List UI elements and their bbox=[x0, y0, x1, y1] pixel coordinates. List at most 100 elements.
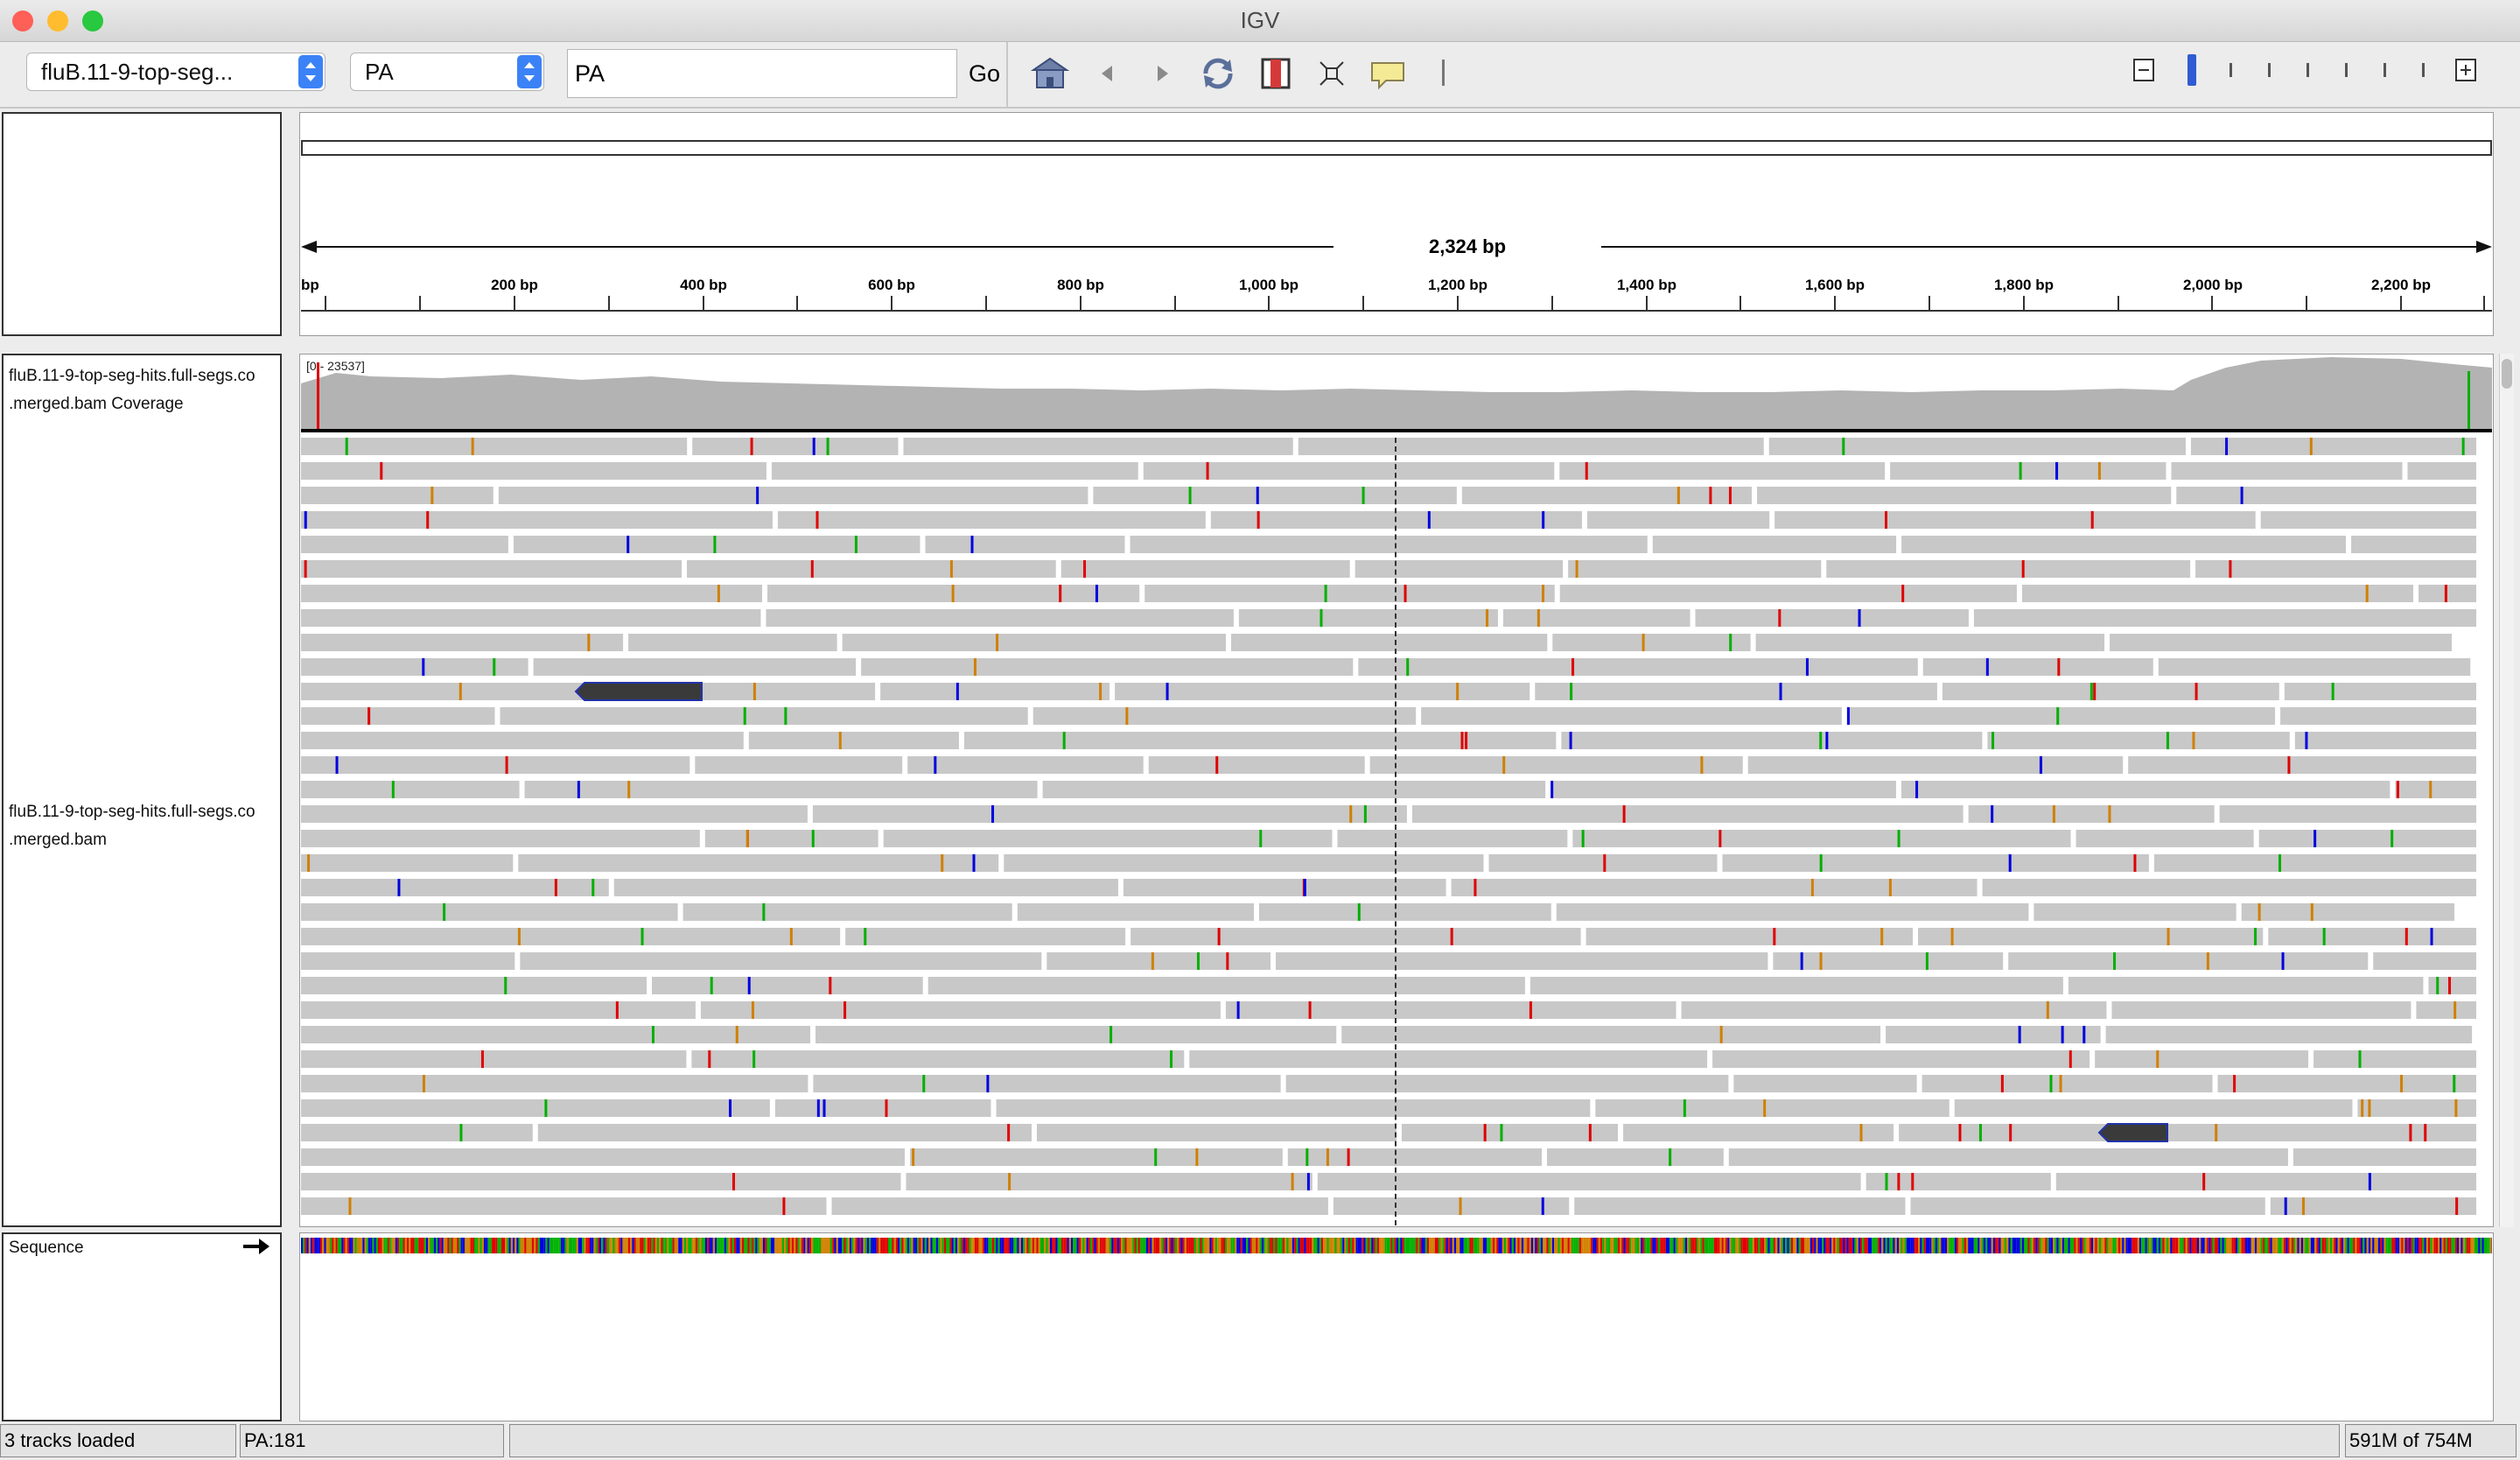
aligned-read[interactable] bbox=[1768, 438, 2186, 455]
aligned-read[interactable] bbox=[1502, 609, 1690, 627]
aligned-read[interactable] bbox=[1093, 487, 1457, 504]
aligned-read[interactable] bbox=[2105, 1026, 2473, 1043]
zoom-slider-thumb[interactable] bbox=[2188, 54, 2196, 86]
sequence-track-name[interactable]: Sequence bbox=[9, 1239, 84, 1257]
aligned-read[interactable] bbox=[1115, 683, 1530, 700]
aligned-read[interactable] bbox=[2280, 707, 2476, 725]
aligned-read[interactable] bbox=[907, 756, 1144, 774]
aligned-read[interactable] bbox=[1826, 560, 2191, 578]
aligned-read[interactable] bbox=[1451, 879, 1978, 896]
aligned-read[interactable] bbox=[2171, 462, 2403, 480]
aligned-read[interactable] bbox=[301, 903, 678, 921]
refresh-icon[interactable] bbox=[1197, 56, 1239, 91]
aligned-read[interactable] bbox=[1421, 707, 1842, 725]
aligned-read[interactable] bbox=[1461, 487, 1753, 504]
aligned-read[interactable] bbox=[301, 609, 761, 627]
forward-icon[interactable] bbox=[1150, 56, 1176, 91]
aligned-read[interactable] bbox=[1595, 1099, 1950, 1117]
aligned-read[interactable] bbox=[2021, 585, 2414, 602]
aligned-read[interactable] bbox=[1546, 1148, 1724, 1166]
aligned-read[interactable] bbox=[1757, 487, 2172, 504]
aligned-read[interactable] bbox=[1231, 634, 1548, 651]
aligned-read[interactable] bbox=[704, 830, 878, 847]
aligned-read[interactable] bbox=[777, 511, 1206, 529]
aligned-read[interactable] bbox=[842, 634, 1227, 651]
aligned-read[interactable] bbox=[301, 1050, 687, 1068]
zoom-tick[interactable] bbox=[2422, 63, 2425, 77]
aligned-read[interactable] bbox=[1535, 683, 1937, 700]
zoom-tick[interactable] bbox=[2306, 63, 2309, 77]
aligned-read[interactable] bbox=[1337, 830, 1568, 847]
aligned-read[interactable] bbox=[1900, 781, 2390, 798]
aligned-read[interactable] bbox=[1559, 585, 2017, 602]
selected-read[interactable] bbox=[2097, 1123, 2168, 1142]
aligned-read[interactable] bbox=[301, 1148, 905, 1166]
aligned-read[interactable] bbox=[1225, 1001, 1676, 1019]
aligned-read[interactable] bbox=[1287, 1148, 1542, 1166]
aligned-read[interactable] bbox=[1046, 952, 1270, 970]
aligned-read[interactable] bbox=[513, 536, 920, 553]
aligned-read[interactable] bbox=[1773, 952, 2004, 970]
aligned-read[interactable] bbox=[1258, 903, 1551, 921]
aligned-read[interactable] bbox=[1317, 1173, 1861, 1190]
aligned-read[interactable] bbox=[301, 438, 688, 455]
aligned-read[interactable] bbox=[2284, 683, 2476, 700]
aligned-read[interactable] bbox=[301, 536, 508, 553]
aligned-read[interactable] bbox=[301, 560, 682, 578]
aligned-read[interactable] bbox=[1143, 462, 1555, 480]
aligned-read[interactable] bbox=[2292, 1148, 2476, 1166]
aligned-read[interactable] bbox=[1652, 536, 1897, 553]
aligned-read[interactable] bbox=[301, 977, 648, 994]
aligned-read[interactable] bbox=[2407, 462, 2476, 480]
vertical-scrollbar[interactable] bbox=[2499, 354, 2514, 1227]
aligned-read[interactable] bbox=[652, 977, 923, 994]
aligned-read[interactable] bbox=[682, 903, 1012, 921]
aligned-read[interactable] bbox=[1354, 560, 1564, 578]
aligned-read[interactable] bbox=[1341, 1026, 1881, 1043]
aligned-read[interactable] bbox=[1890, 462, 2166, 480]
aligned-read[interactable] bbox=[774, 1099, 991, 1117]
aligned-read[interactable] bbox=[301, 487, 494, 504]
aligned-read[interactable] bbox=[813, 1075, 1281, 1092]
aligned-read[interactable] bbox=[301, 1124, 533, 1141]
aligned-read[interactable] bbox=[925, 536, 1125, 553]
aligned-read[interactable] bbox=[1130, 536, 1648, 553]
coverage-track[interactable] bbox=[301, 354, 2492, 431]
aligned-read[interactable] bbox=[301, 928, 841, 945]
aligned-read[interactable] bbox=[1866, 1173, 2051, 1190]
aligned-read[interactable] bbox=[2314, 1050, 2476, 1068]
aligned-read[interactable] bbox=[2395, 781, 2476, 798]
aligned-read[interactable] bbox=[1755, 634, 2105, 651]
aligned-read[interactable] bbox=[695, 756, 903, 774]
aligned-read[interactable] bbox=[1148, 756, 1365, 774]
aligned-read[interactable] bbox=[1060, 560, 1350, 578]
aligned-read[interactable] bbox=[301, 1075, 808, 1092]
aligned-read[interactable] bbox=[2270, 1197, 2476, 1215]
aligned-read[interactable] bbox=[996, 1099, 1591, 1117]
aligned-read[interactable] bbox=[1910, 1197, 2265, 1215]
aligned-read[interactable] bbox=[1552, 634, 1751, 651]
aligned-read[interactable] bbox=[301, 1099, 770, 1117]
aligned-read[interactable] bbox=[1899, 1124, 2132, 1141]
aligned-read[interactable] bbox=[1886, 1026, 2101, 1043]
aligned-read[interactable] bbox=[500, 707, 1028, 725]
aligned-read[interactable] bbox=[1530, 977, 2063, 994]
aligned-read[interactable] bbox=[2136, 1124, 2476, 1141]
aligned-read[interactable] bbox=[687, 560, 1056, 578]
aligned-read[interactable] bbox=[1036, 1124, 1396, 1141]
alignment-track-name[interactable]: fluB.11-9-top-seg-hits.full-segs.co .mer… bbox=[9, 798, 256, 854]
alignment-reads[interactable] bbox=[301, 438, 2480, 1225]
aligned-read[interactable] bbox=[1712, 1050, 2090, 1068]
aligned-read[interactable] bbox=[766, 609, 1234, 627]
aligned-read[interactable] bbox=[301, 1173, 901, 1190]
aligned-read[interactable] bbox=[1123, 879, 1446, 896]
aligned-read[interactable] bbox=[1987, 732, 2290, 749]
aligned-read[interactable] bbox=[1017, 903, 1254, 921]
selected-read[interactable] bbox=[574, 682, 703, 701]
minimize-window-button[interactable] bbox=[47, 11, 68, 32]
aligned-read[interactable] bbox=[628, 634, 837, 651]
aligned-read[interactable] bbox=[301, 1026, 811, 1043]
aligned-read[interactable] bbox=[2268, 928, 2476, 945]
aligned-read[interactable] bbox=[2034, 903, 2236, 921]
aligned-read[interactable] bbox=[2219, 805, 2476, 823]
